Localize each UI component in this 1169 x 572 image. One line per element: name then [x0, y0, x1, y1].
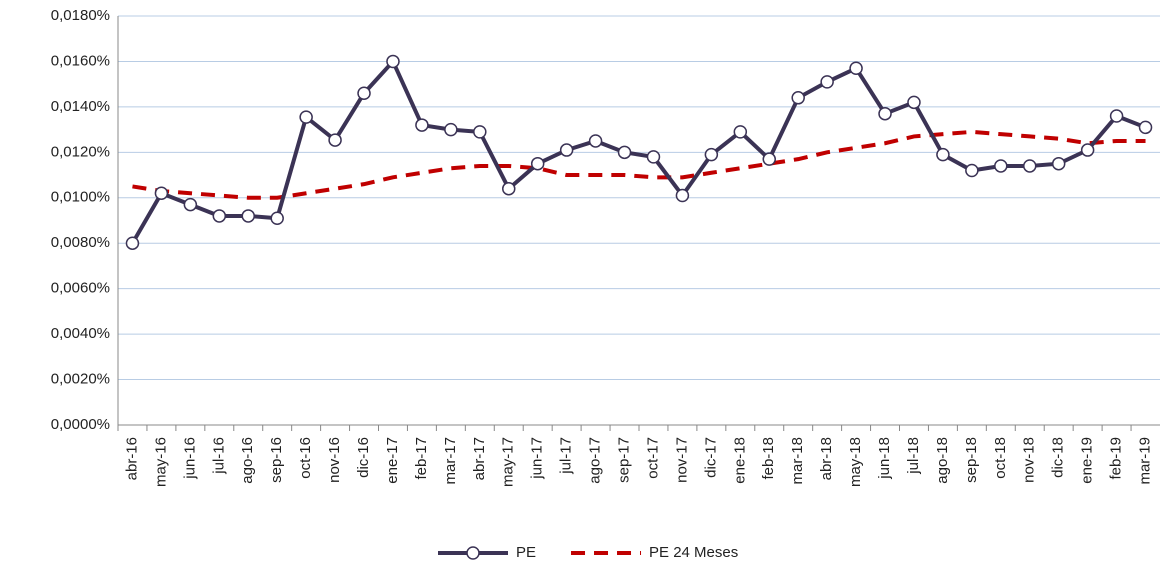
y-tick-label: 0,0120% [51, 143, 110, 160]
x-tick-label: ago-16 [239, 437, 256, 484]
data-point [444, 122, 458, 137]
x-tick-label: sep-16 [268, 437, 285, 483]
x-tick-label: dic-17 [702, 437, 719, 478]
y-tick-label: 0,0160% [51, 52, 110, 69]
series-line [132, 129, 1146, 200]
x-tick-label: dic-16 [355, 437, 372, 478]
x-tick-label: jun-16 [181, 437, 198, 480]
x-tick-label: feb-17 [413, 437, 430, 480]
y-tick-label: 0,0000% [51, 416, 110, 433]
x-tick-label: abr-17 [471, 437, 488, 480]
x-tick-label: may-17 [500, 437, 517, 487]
data-point [125, 236, 140, 250]
x-tick-label: jun-18 [876, 437, 893, 480]
x-tick-label: ene-17 [384, 437, 401, 484]
x-tick-label: jul-18 [905, 437, 922, 475]
y-tick-label: 0,0180% [51, 7, 110, 24]
y-tick-label: 0,0020% [51, 371, 110, 388]
x-tick-label: oct-17 [644, 437, 661, 479]
data-point [299, 110, 313, 124]
x-tick-label: mar-17 [442, 437, 459, 485]
data-point [936, 147, 950, 162]
data-point [1080, 143, 1095, 157]
data-point [617, 145, 632, 160]
x-tick-label: oct-16 [297, 437, 314, 479]
data-point [1023, 159, 1037, 173]
x-tick-label: nov-17 [673, 437, 690, 483]
data-point [1051, 156, 1066, 171]
data-point [530, 156, 545, 171]
data-point [1138, 120, 1153, 135]
x-tick-label: jul-16 [210, 437, 227, 475]
x-tick-label: feb-19 [1108, 437, 1125, 480]
data-point [183, 197, 198, 212]
data-point [965, 163, 979, 178]
x-tick-label: nov-16 [326, 437, 343, 483]
data-point [907, 95, 921, 110]
x-tick-label: mar-18 [789, 437, 806, 485]
y-tick-label: 0,0140% [51, 98, 110, 115]
data-point [820, 75, 834, 89]
data-point [791, 91, 805, 105]
x-tick-label: mar-19 [1136, 437, 1153, 485]
x-tick-label: may-18 [847, 437, 864, 487]
data-point [559, 143, 574, 157]
x-tick-label: may-16 [152, 437, 169, 487]
x-tick-label: feb-18 [760, 437, 777, 480]
x-tick-label: dic-18 [1050, 437, 1067, 478]
data-point [241, 209, 255, 223]
legend-label: PE 24 Meses [649, 544, 738, 561]
data-point [762, 152, 776, 166]
data-point [154, 186, 169, 200]
x-tick-label: oct-18 [992, 437, 1009, 479]
x-tick-label: abr-16 [123, 437, 140, 480]
data-point [212, 209, 227, 223]
x-tick-label: abr-18 [818, 437, 835, 480]
x-tick-label: sep-17 [615, 437, 632, 483]
x-tick-label: sep-18 [963, 437, 980, 483]
x-tick-label: ene-18 [731, 437, 748, 484]
data-point [386, 54, 400, 69]
data-point [357, 86, 371, 101]
data-point [675, 188, 690, 203]
x-tick-label: jul-17 [558, 437, 575, 475]
data-point [994, 159, 1008, 173]
data-point [646, 150, 661, 164]
data-point [733, 125, 748, 139]
x-tick-label: ago-18 [934, 437, 951, 484]
data-point [849, 61, 863, 76]
y-tick-label: 0,0080% [51, 234, 110, 251]
data-point [704, 147, 719, 162]
data-point [473, 125, 487, 139]
data-point [878, 106, 892, 121]
legend-marker [466, 546, 480, 560]
x-tick-label: jun-17 [529, 437, 546, 480]
data-point [1109, 109, 1124, 123]
data-point [502, 181, 516, 196]
y-tick-label: 0,0040% [51, 325, 110, 342]
data-point [270, 211, 284, 225]
legend-label: PE [516, 544, 536, 561]
y-tick-label: 0,0100% [51, 189, 110, 206]
data-point [328, 133, 342, 147]
x-tick-label: ene-19 [1079, 437, 1096, 484]
data-point [588, 134, 603, 148]
x-tick-label: nov-18 [1021, 437, 1038, 483]
data-point [415, 118, 429, 132]
x-tick-label: ago-17 [587, 437, 604, 484]
y-tick-label: 0,0060% [51, 280, 110, 297]
